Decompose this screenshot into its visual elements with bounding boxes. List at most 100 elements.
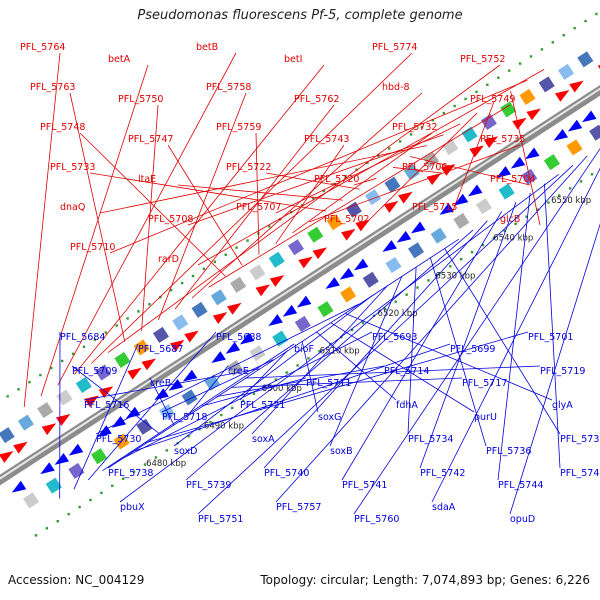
leader-line bbox=[509, 223, 600, 515]
tick-dot bbox=[536, 208, 539, 211]
leader-line bbox=[510, 91, 541, 226]
tick-dot bbox=[56, 519, 59, 523]
leader-line bbox=[353, 177, 377, 186]
feature-box-lower bbox=[384, 256, 403, 274]
tick-dot bbox=[137, 310, 140, 313]
tick-dot bbox=[481, 243, 485, 247]
leader-line bbox=[95, 303, 360, 435]
tick-dot bbox=[154, 456, 158, 459]
tick-dot bbox=[307, 357, 310, 360]
tick-dot bbox=[45, 527, 49, 530]
forward-gene-label: betA bbox=[108, 54, 131, 65]
reverse-gene-label: pbuX bbox=[120, 502, 145, 513]
feature-box-lower bbox=[90, 447, 108, 465]
tick-dot bbox=[514, 222, 517, 226]
tick-dot bbox=[558, 194, 561, 197]
reverse-gene-arrow bbox=[296, 295, 312, 308]
tick-dot bbox=[388, 147, 391, 150]
forward-gene-arrow bbox=[469, 145, 484, 158]
tick-dot bbox=[453, 104, 456, 108]
reverse-gene-arrow bbox=[268, 314, 283, 326]
reverse-gene-label: creB bbox=[150, 378, 171, 389]
tick-dot bbox=[497, 76, 500, 79]
leader-line bbox=[353, 148, 600, 515]
leader-line bbox=[141, 104, 159, 331]
reverse-gene-label: purU bbox=[474, 412, 497, 423]
feature-box-upper bbox=[287, 238, 305, 256]
forward-gene-arrow bbox=[184, 330, 199, 343]
tick-dot bbox=[318, 350, 321, 353]
leader-line bbox=[239, 350, 289, 401]
leader-line bbox=[419, 202, 517, 469]
tick-dot bbox=[459, 258, 463, 261]
feature-box-upper bbox=[403, 163, 421, 181]
reverse-gene-arrow bbox=[111, 415, 127, 428]
reverse-gene-label: PFL_5719 bbox=[540, 366, 585, 377]
reverse-gene-label: PFL_5737 bbox=[560, 434, 600, 445]
tick-dot bbox=[28, 380, 31, 384]
leader-line bbox=[451, 101, 495, 214]
tick-dot bbox=[518, 62, 522, 65]
leader-line bbox=[187, 134, 444, 226]
map-title: Pseudomonas fluorescens Pf-5, complete g… bbox=[137, 8, 463, 23]
leader-line bbox=[330, 322, 475, 413]
leader-line bbox=[167, 144, 243, 266]
forward-gene-arrow bbox=[526, 108, 541, 121]
leader-line bbox=[185, 229, 474, 481]
leader-line bbox=[275, 155, 588, 503]
leader-line bbox=[161, 359, 274, 413]
forward-gene-arrow bbox=[298, 256, 313, 269]
leader-line bbox=[90, 52, 413, 364]
feature-box-upper bbox=[152, 326, 170, 344]
feature-box-upper bbox=[306, 226, 324, 244]
feature-box-upper bbox=[210, 288, 228, 306]
reverse-gene-label: PFL_5736 bbox=[486, 446, 531, 457]
feature-box-upper bbox=[0, 426, 16, 444]
forward-gene-label: PFL_5759 bbox=[216, 122, 261, 133]
tick-dot bbox=[322, 189, 326, 193]
tick-dot bbox=[486, 83, 489, 86]
tick-dot bbox=[547, 201, 550, 204]
leader-line bbox=[173, 294, 374, 447]
tick-dot bbox=[470, 250, 474, 254]
forward-gene-label: PFL_5764 bbox=[20, 42, 65, 53]
tick-dot bbox=[111, 484, 114, 487]
leader-line bbox=[363, 112, 478, 226]
tick-dot bbox=[579, 180, 583, 183]
tick-dot bbox=[431, 118, 435, 122]
forward-gene-label: PFL_5720 bbox=[314, 174, 359, 185]
reverse-gene-arrow bbox=[211, 351, 226, 363]
forward-gene-arrow bbox=[13, 441, 28, 454]
forward-gene-label: PFL_5704 bbox=[490, 174, 535, 185]
tick-dot bbox=[165, 449, 168, 452]
reverse-gene-label: PFL_5718 bbox=[162, 412, 207, 423]
forward-gene-arrow bbox=[255, 284, 271, 297]
kbp-label: 6520 kbp bbox=[378, 309, 418, 319]
tick-dot bbox=[39, 373, 42, 377]
reverse-gene-arrow bbox=[239, 332, 255, 345]
tick-dot bbox=[529, 55, 533, 58]
feature-box-upper bbox=[229, 276, 247, 294]
leader-line bbox=[71, 365, 160, 434]
leader-line bbox=[444, 248, 561, 435]
genome-backbone bbox=[0, 84, 600, 486]
leader-line bbox=[174, 104, 335, 310]
forward-gene-label: ltaE bbox=[138, 174, 156, 185]
reverse-gene-arrow bbox=[496, 166, 511, 178]
forward-gene-label: PFL_5763 bbox=[30, 82, 75, 93]
tick-dot bbox=[540, 48, 544, 51]
reverse-gene-arrow bbox=[439, 203, 454, 215]
tick-dot bbox=[409, 133, 413, 136]
reverse-gene-arrow bbox=[325, 277, 340, 289]
forward-gene-arrow bbox=[569, 80, 584, 93]
tick-dot bbox=[355, 168, 358, 171]
forward-gene-arrow bbox=[554, 89, 570, 102]
reverse-gene-arrow bbox=[553, 128, 569, 141]
forward-gene-label: PFL_5762 bbox=[294, 94, 339, 105]
leader-line bbox=[409, 156, 531, 186]
reverse-gene-arrow bbox=[182, 369, 198, 382]
tick-dot bbox=[6, 395, 9, 398]
tick-dot bbox=[132, 470, 136, 473]
reverse-gene-label: PFL_5739 bbox=[186, 480, 231, 491]
tick-dot bbox=[17, 388, 20, 391]
